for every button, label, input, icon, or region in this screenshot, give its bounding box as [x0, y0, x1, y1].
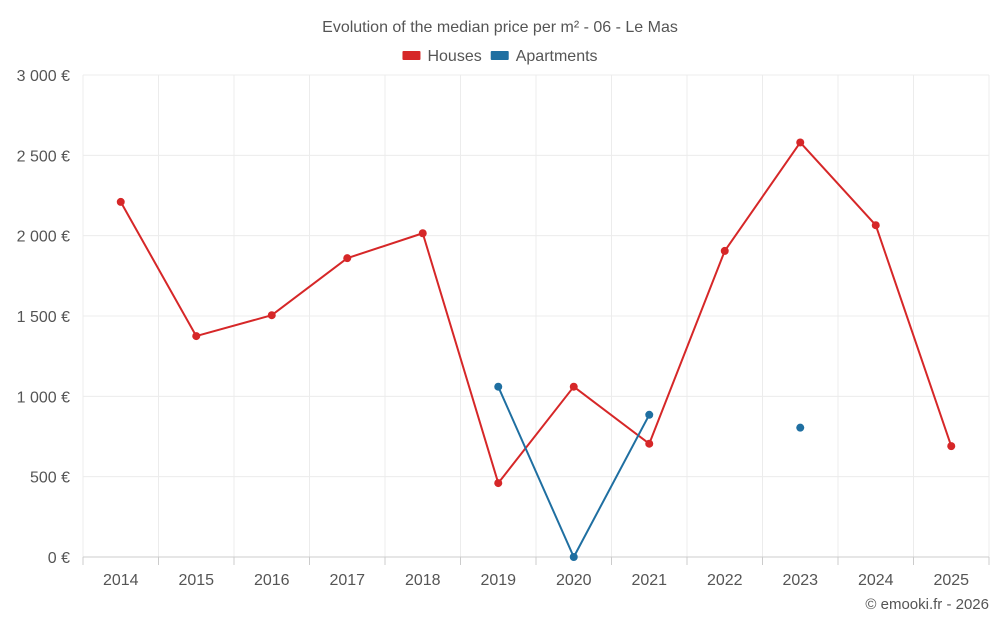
y-tick-label: 3 000 €	[17, 68, 70, 85]
data-point-houses[interactable]	[192, 332, 201, 341]
x-tick-label: 2014	[103, 572, 139, 589]
grid	[82, 74, 990, 557]
x-tick-label: 2019	[480, 572, 516, 589]
y-tick-label: 500 €	[30, 470, 70, 487]
x-tick-label: 2020	[556, 572, 592, 589]
x-axis: 2014 2015 2016 2017 2018 2019 2020 2021 2022 2023…	[82, 556, 990, 589]
y-axis: 0 € 500 € 1 000 € 1 500 € 2 000 € 2 500 € 3 00…	[17, 68, 70, 567]
data-point-houses[interactable]	[720, 246, 729, 255]
series-line-apartments	[497, 386, 651, 558]
x-tick-label: 2017	[329, 572, 365, 589]
legend-item-apartments[interactable]: Apartments	[490, 48, 598, 65]
data-point-houses[interactable]	[871, 221, 880, 230]
series-line-houses	[119, 141, 953, 485]
series-apartments	[494, 382, 805, 561]
data-point-houses[interactable]	[116, 197, 125, 206]
data-point-apartments[interactable]	[796, 423, 805, 432]
x-tick-label: 2016	[254, 572, 290, 589]
x-tick-label: 2022	[707, 572, 743, 589]
y-tick-label: 2 500 €	[17, 148, 70, 165]
x-tick-label: 2025	[933, 572, 969, 589]
y-tick-label: 0 €	[48, 550, 70, 567]
data-point-houses[interactable]	[418, 229, 427, 238]
legend-item-houses[interactable]: Houses	[402, 48, 482, 65]
data-point-houses[interactable]	[569, 382, 578, 391]
y-tick-label: 1 000 €	[17, 389, 70, 406]
data-point-houses[interactable]	[494, 479, 503, 488]
legend: Houses Apartments	[402, 48, 598, 65]
legend-swatch-houses	[402, 51, 421, 60]
data-point-apartments[interactable]	[494, 382, 503, 391]
y-tick-label: 1 500 €	[17, 309, 70, 326]
x-tick-label: 2021	[631, 572, 667, 589]
data-point-houses[interactable]	[645, 439, 654, 448]
credit-text: © emooki.fr - 2026	[865, 596, 989, 613]
data-point-apartments[interactable]	[645, 410, 654, 419]
legend-label-houses: Houses	[427, 48, 481, 65]
data-point-houses[interactable]	[343, 254, 352, 263]
y-tick-label: 2 000 €	[17, 229, 70, 246]
x-tick-label: 2018	[405, 572, 441, 589]
legend-swatch-apartments	[490, 51, 509, 60]
data-point-houses[interactable]	[796, 138, 805, 147]
data-point-apartments[interactable]	[569, 553, 578, 561]
x-tick-label: 2023	[782, 572, 818, 589]
data-point-houses[interactable]	[267, 311, 276, 320]
legend-label-apartments: Apartments	[516, 48, 598, 65]
chart-title: Evolution of the median price per m² - 0…	[322, 19, 678, 36]
data-point-houses[interactable]	[947, 442, 956, 451]
series-layer	[116, 138, 956, 561]
series-houses	[116, 138, 956, 488]
x-tick-label: 2024	[858, 572, 894, 589]
x-tick-label: 2015	[178, 572, 214, 589]
